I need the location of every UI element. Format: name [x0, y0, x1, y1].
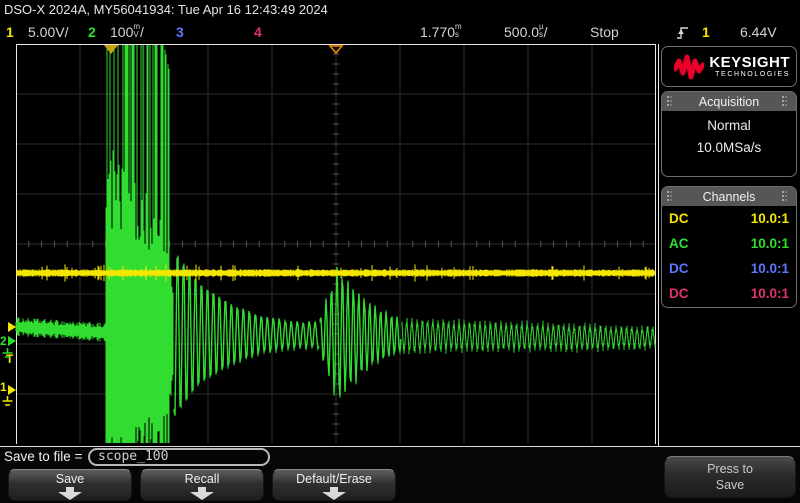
trigger-level: 6.44V [740, 24, 777, 40]
channel2-scale: 100 m V / [110, 20, 144, 44]
delay-readout: 1.770 m s [420, 20, 462, 44]
brand-name: KEYSIGHT [709, 53, 790, 71]
trigger-slope-icon [676, 24, 689, 48]
channel2-ground-label: 2 [0, 334, 7, 348]
channel1-row: DC 10.0:1 [662, 206, 796, 231]
channel2-ground-icon [2, 348, 13, 358]
press-to-save-button[interactable]: Press to Save [664, 456, 796, 498]
press-to-save-line1: Press to [707, 462, 753, 476]
grip-icon [667, 191, 673, 202]
brand-subtitle: TECHNOLOGIES [715, 70, 790, 78]
channel3-badge[interactable]: 3 [176, 24, 184, 40]
time-reference-marker[interactable] [328, 45, 344, 55]
down-arrow-icon [322, 486, 346, 500]
grip-icon [782, 191, 788, 202]
trigger-time-marker[interactable] [104, 45, 118, 54]
channels-box: Channels DC 10.0:1 AC 10.0:1 DC 10.0:1 D… [661, 186, 797, 308]
softkey-bar: Save to file = scope_100 Save Recall Def… [0, 446, 800, 503]
ch2-trace-ring [401, 320, 656, 353]
default-erase-button-label: Default/Erase [296, 471, 372, 486]
scope-graticule [15, 44, 656, 444]
default-erase-button[interactable]: Default/Erase [272, 469, 396, 501]
keysight-logo-icon [674, 54, 705, 79]
graticule-border [16, 44, 656, 444]
down-arrow-icon [190, 486, 214, 500]
system-title: DSO-X 2024A, MY56041934: Tue Apr 16 12:4… [4, 2, 328, 17]
acquisition-box: Acquisition Normal 10.0MSa/s [661, 91, 797, 177]
titlebar: DSO-X 2024A, MY56041934: Tue Apr 16 12:4… [0, 0, 800, 20]
acquisition-mode: Normal [707, 118, 751, 133]
channel1-probe: 10.0:1 [750, 211, 789, 226]
channel2-ground-marker-icon[interactable] [8, 336, 16, 346]
trigger-source: 1 [702, 24, 710, 40]
ch2-trace-ring [319, 266, 402, 396]
acquisition-title: Acquisition [698, 94, 760, 109]
delay-value: 1.770 [420, 24, 456, 40]
status-bar: 1 5.00V/ 2 100 m V/ 3 4 1.770 m s 500.0 µ s / S… [0, 20, 800, 44]
timebase-suffix: / [543, 24, 548, 40]
down-arrow-icon [58, 486, 82, 500]
brand-text: KEYSIGHT TECHNOLOGIES [709, 55, 790, 79]
grip-icon [667, 96, 673, 107]
channels-header: Channels [662, 187, 796, 206]
sample-rate: 10.0MSa/s [696, 140, 762, 155]
ch2-trace-ring [173, 256, 320, 416]
acquisition-header: Acquisition [662, 92, 796, 111]
side-panel: KEYSIGHT TECHNOLOGIES Acquisition Normal… [658, 44, 800, 446]
channel3-coupling: DC [669, 261, 689, 276]
channel4-coupling: DC [669, 286, 689, 301]
press-to-save-line2: Save [715, 478, 745, 492]
grip-icon [782, 96, 788, 107]
trigger-level-label: T [6, 352, 14, 366]
channel4-probe: 10.0:1 [750, 286, 789, 301]
waveform-display: T 2 1 [0, 44, 658, 446]
trigger-level-marker-icon[interactable] [8, 322, 16, 332]
channel2-row: AC 10.0:1 [662, 231, 796, 256]
channel1-scale: 5.00V/ [28, 24, 69, 40]
channel2-probe: 10.0:1 [750, 236, 789, 251]
save-button-label: Save [55, 471, 85, 486]
save-button[interactable]: Save [8, 469, 132, 501]
channel1-coupling: DC [669, 211, 689, 226]
channel2-scale-value: 100 [110, 24, 134, 40]
save-to-file-label: Save to file = [4, 449, 83, 464]
channel2-badge[interactable]: 2 [88, 24, 96, 40]
recall-button[interactable]: Recall [140, 469, 264, 501]
channel1-ground-label: 1 [0, 380, 7, 394]
timebase-readout: 500.0 µ s / [504, 20, 548, 44]
channel1-ground-icon [2, 396, 13, 406]
run-state: Stop [590, 24, 619, 40]
channel4-row: DC 10.0:1 [662, 281, 796, 306]
brand-box: KEYSIGHT TECHNOLOGIES [661, 46, 797, 87]
recall-button-label: Recall [184, 471, 220, 486]
channel3-probe: 10.0:1 [750, 261, 789, 276]
timebase-value: 500.0 [504, 24, 540, 40]
channels-title: Channels [702, 189, 756, 204]
filename-field[interactable]: scope_100 [88, 448, 270, 466]
channel2-coupling: AC [669, 236, 689, 251]
channel2-scale-suffix: / [140, 24, 144, 40]
channel3-row: DC 10.0:1 [662, 256, 796, 281]
channel1-ground-marker-icon[interactable] [8, 385, 16, 395]
channel1-badge[interactable]: 1 [6, 24, 14, 40]
channel4-badge[interactable]: 4 [254, 24, 262, 40]
